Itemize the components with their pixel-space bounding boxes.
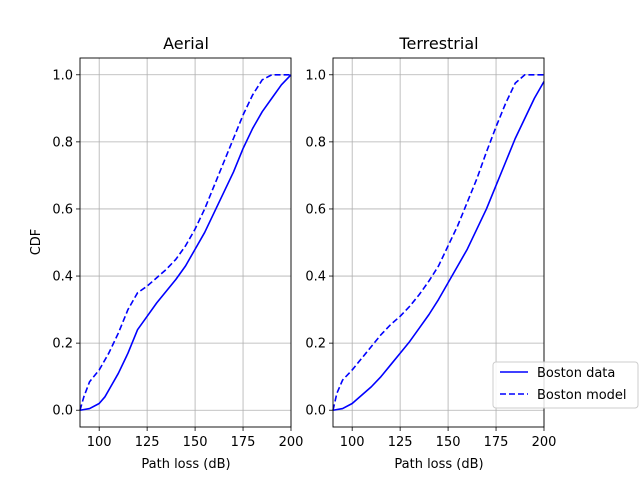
- aerial-grid: [80, 58, 292, 427]
- legend-label-data: Boston data: [537, 366, 615, 381]
- aerial-series-boston-model: [79, 73, 291, 411]
- terrestrial-title: Terrestrial: [398, 34, 478, 53]
- aerial-plot-area: [79, 57, 292, 428]
- terrestrial-x-tick-label-175: 175: [484, 435, 509, 450]
- aerial-x-tick-label-175: 175: [231, 435, 256, 450]
- aerial-panel: 100 125 150 175 200 0.0 0.2 0.4 0.6 0.8 1.0 Aerial…: [29, 34, 303, 472]
- terrestrial-series-boston-model: [332, 73, 544, 411]
- aerial-x-tick-label-150: 150: [183, 435, 208, 450]
- aerial-y-tick-label-0.2: 0.2: [52, 337, 73, 352]
- aerial-y-tick-label-0.0: 0.0: [52, 404, 73, 419]
- aerial-axes-frame: [79, 57, 292, 428]
- aerial-series-boston-data: [79, 74, 292, 412]
- aerial-x-axis-label: Path loss (dB): [141, 457, 230, 472]
- terrestrial-y-tick-label-1.0: 1.0: [305, 68, 326, 83]
- aerial-ticks: 100 125 150 175 200 0.0 0.2 0.4 0.6 0.8 1.0: [52, 68, 303, 450]
- aerial-y-tick-label-1.0: 1.0: [52, 68, 73, 83]
- terrestrial-y-tick-label-0.4: 0.4: [305, 270, 326, 285]
- terrestrial-y-tick-label-0.8: 0.8: [305, 135, 326, 150]
- legend-label-model: Boston model: [537, 388, 627, 403]
- aerial-title: Aerial: [163, 34, 209, 53]
- aerial-x-tick-label-200: 200: [279, 435, 304, 450]
- terrestrial-ticks: 100 125 150 175 200 0.0 0.2 0.4 0.6 0.8 1.0: [305, 68, 556, 450]
- legend: Boston data Boston model: [492, 361, 639, 409]
- terrestrial-series-boston-data: [332, 81, 545, 412]
- aerial-x-tick-label-125: 125: [135, 435, 160, 450]
- terrestrial-x-axis-label: Path loss (dB): [394, 457, 483, 472]
- aerial-y-tick-label-0.4: 0.4: [52, 270, 73, 285]
- terrestrial-x-tick-label-125: 125: [388, 435, 413, 450]
- terrestrial-plot-area: [332, 57, 545, 428]
- aerial-y-tick-label-0.8: 0.8: [52, 135, 73, 150]
- terrestrial-y-tick-label-0.6: 0.6: [305, 202, 326, 217]
- terrestrial-y-tick-label-0.0: 0.0: [305, 404, 326, 419]
- terrestrial-x-tick-label-100: 100: [340, 435, 365, 450]
- terrestrial-x-tick-label-200: 200: [532, 435, 557, 450]
- legend-box: [492, 361, 639, 409]
- terrestrial-y-tick-label-0.2: 0.2: [305, 337, 326, 352]
- aerial-x-tick-label-100: 100: [87, 435, 112, 450]
- terrestrial-x-tick-label-150: 150: [436, 435, 461, 450]
- aerial-y-tick-label-0.6: 0.6: [52, 202, 73, 217]
- terrestrial-panel: 100 125 150 175 200 0.0 0.2 0.4 0.6 0.8 1.0 Terres…: [305, 34, 556, 472]
- terrestrial-axes-frame: [332, 57, 545, 428]
- y-axis-label: CDF: [29, 229, 44, 256]
